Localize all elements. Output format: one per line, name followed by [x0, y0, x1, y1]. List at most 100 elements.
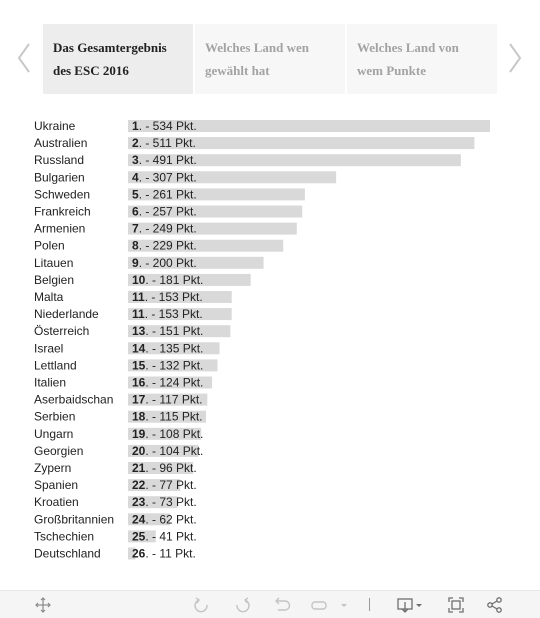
bar-value-label: 4. - 307 Pkt. — [132, 170, 197, 184]
bar-value-label: 19. - 108 Pkt. — [132, 427, 203, 441]
country-label: Italien — [34, 376, 66, 390]
tab-land-wen-gewaehlt[interactable]: Welches Land wen gewählt hat — [195, 24, 345, 94]
bar-value-label: 8. - 229 Pkt. — [132, 239, 197, 253]
result-bar[interactable] — [128, 479, 181, 492]
country-label: Schweden — [34, 187, 90, 201]
result-bar[interactable] — [128, 188, 305, 201]
country-label: Belgien — [34, 273, 74, 287]
bar-value-label: 11. - 153 Pkt. — [132, 307, 203, 321]
chevron-right-icon — [509, 43, 522, 73]
country-label: Bulgarien — [34, 170, 85, 184]
tab-label-line-2: gewählt hat — [205, 63, 270, 78]
bar-value-label: 1. - 534 Pkt. — [132, 119, 197, 133]
bar-value-label: 9. - 200 Pkt. — [132, 256, 197, 270]
country-label: Israel — [34, 341, 63, 355]
country-label: Polen — [34, 239, 65, 253]
bar-value-label: 25. - 41 Pkt. — [132, 529, 197, 543]
country-label: Australien — [34, 136, 87, 150]
country-label: Großbritannien — [34, 512, 114, 526]
country-label: Spanien — [34, 478, 78, 492]
country-label: Niederlande — [34, 307, 99, 321]
country-label: Georgien — [34, 444, 83, 458]
country-label: Österreich — [34, 324, 89, 338]
redo-icon[interactable] — [233, 595, 251, 615]
result-bar[interactable] — [128, 256, 264, 269]
move-icon[interactable] — [34, 595, 52, 615]
next-arrow-button[interactable] — [503, 36, 527, 80]
result-bar[interactable] — [128, 325, 231, 338]
country-label: Zypern — [34, 461, 71, 475]
tab-gesamtergebnis[interactable]: Das Gesamtergebnis des ESC 2016 — [43, 24, 193, 94]
bar-value-label: 14. - 135 Pkt. — [132, 341, 203, 355]
result-bar[interactable] — [128, 171, 337, 184]
country-label: Aserbaidschan — [34, 393, 113, 407]
result-bar[interactable] — [128, 393, 208, 406]
result-bar[interactable] — [128, 496, 178, 509]
fullscreen-icon[interactable] — [447, 595, 465, 615]
country-label: Lettland — [34, 358, 77, 372]
bar-value-label: 5. - 261 Pkt. — [132, 187, 197, 201]
country-label: Frankreich — [34, 205, 91, 219]
country-label: Armenien — [34, 222, 85, 236]
bar-value-label: 11. - 153 Pkt. — [132, 290, 203, 304]
result-bar[interactable] — [128, 239, 284, 252]
country-label: Serbien — [34, 410, 75, 424]
result-bar[interactable] — [128, 359, 218, 372]
bar-value-label: 16. - 124 Pkt. — [132, 376, 203, 390]
country-label: Deutschland — [34, 547, 101, 561]
bar-value-label: 22. - 77 Pkt. — [132, 478, 197, 492]
result-bar[interactable] — [128, 410, 206, 423]
toolbar-divider — [369, 598, 370, 611]
result-bar[interactable] — [128, 120, 490, 132]
result-bar[interactable] — [128, 222, 297, 235]
result-bar[interactable] — [128, 308, 232, 321]
result-bar[interactable] — [128, 547, 136, 560]
bar-value-label: 7. - 249 Pkt. — [132, 222, 197, 236]
country-label: Kroatien — [34, 495, 79, 509]
bar-value-label: 26. - 11 Pkt. — [132, 547, 196, 561]
result-bar[interactable] — [128, 273, 251, 286]
results-bar-chart: Ukraine 1. - 534 Pkt. Australien 2. - 511 P… — [34, 119, 490, 561]
result-bar[interactable] — [128, 427, 202, 440]
bar-value-label: 13. - 151 Pkt. — [132, 324, 203, 338]
result-bar[interactable] — [128, 376, 213, 389]
country-label: Ungarn — [34, 427, 73, 441]
bar-value-label: 15. - 132 Pkt. — [132, 358, 203, 372]
result-bar[interactable] — [128, 205, 303, 218]
result-bar[interactable] — [128, 513, 171, 526]
country-label: Litauen — [34, 256, 73, 270]
bar-value-label: 6. - 257 Pkt. — [132, 205, 197, 219]
bar-value-label: 24. - 62 Pkt. — [132, 512, 197, 526]
result-bar[interactable] — [128, 154, 461, 167]
country-label: Tschechien — [34, 529, 94, 543]
result-bar[interactable] — [128, 462, 194, 474]
result-bar[interactable] — [128, 342, 220, 355]
tab-land-von-wem-punkte[interactable]: Welches Land von wem Punkte — [347, 24, 497, 94]
bar-value-label: 18. - 115 Pkt. — [132, 410, 203, 424]
country-label: Ukraine — [34, 119, 76, 133]
revert-icon[interactable] — [273, 595, 291, 615]
download-icon[interactable] — [396, 595, 424, 615]
bar-value-label: 20. - 104 Pkt. — [132, 444, 203, 458]
result-bar[interactable] — [128, 137, 475, 150]
bottom-toolbar — [0, 590, 540, 618]
result-bar[interactable] — [128, 291, 232, 303]
prev-arrow-button[interactable] — [12, 36, 36, 80]
story-tabs: Das Gesamtergebnis des ESC 2016 Welches … — [43, 24, 497, 94]
share-icon[interactable] — [486, 595, 504, 615]
result-bar[interactable] — [128, 444, 199, 457]
country-label: Russland — [34, 153, 84, 167]
result-bar[interactable] — [128, 530, 156, 543]
bar-value-label: 2. - 511 Pkt. — [132, 136, 196, 150]
bar-value-label: 23. - 73 Pkt. — [132, 495, 197, 509]
chevron-left-icon — [17, 43, 30, 73]
tab-label-line-2: des ESC 2016 — [53, 63, 129, 78]
tab-label-line-2: wem Punkte — [357, 63, 426, 78]
dropdown-arrow-icon[interactable] — [339, 595, 349, 615]
bar-value-label: 10. - 181 Pkt. — [132, 273, 203, 287]
undo-icon[interactable] — [193, 595, 211, 615]
pause-icon[interactable] — [310, 595, 328, 615]
bar-value-label: 21. - 96 Pkt. — [132, 461, 197, 475]
bar-value-label: 3. - 491 Pkt. — [132, 153, 197, 167]
tab-label-line-1: Welches Land wen — [205, 40, 310, 55]
